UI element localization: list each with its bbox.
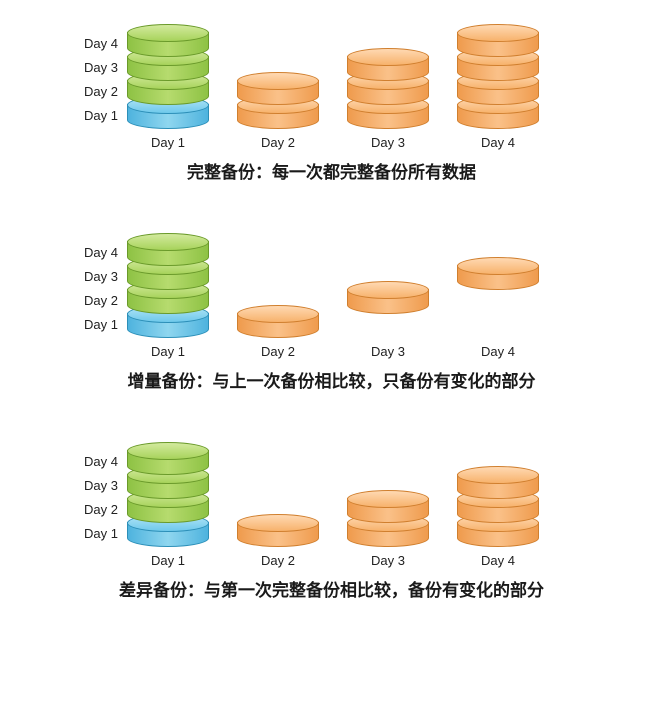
disc-blue [127, 313, 209, 337]
disc-orange [237, 104, 319, 128]
disc-orange [457, 56, 539, 80]
disc-orange [457, 522, 539, 546]
x-label: Day 4 [450, 553, 546, 568]
section-full: Day 4Day 3Day 2Day 1Day 1Day 2Day 3Day 4… [20, 10, 643, 183]
caption-incremental: 增量备份：与上一次备份相比较，只备份有变化的部分 [20, 367, 643, 392]
disc-orange [457, 32, 539, 56]
disc-orange [457, 104, 539, 128]
disc-orange [457, 80, 539, 104]
side-label: Day 2 [74, 80, 118, 104]
side-label: Day 3 [74, 56, 118, 80]
stack [127, 32, 209, 128]
x-label: Day 1 [120, 135, 216, 150]
x-label: Day 4 [450, 344, 546, 359]
diagram-incremental: Day 4Day 3Day 2Day 1Day 1Day 2Day 3Day 4 [120, 219, 643, 359]
disc-green [127, 474, 209, 498]
backup-diagram-root: Day 4Day 3Day 2Day 1Day 1Day 2Day 3Day 4… [20, 10, 643, 601]
disc-orange [347, 104, 429, 128]
disc-green [127, 56, 209, 80]
section-differential: Day 4Day 3Day 2Day 1Day 1Day 2Day 3Day 4… [20, 428, 643, 601]
disc-blue [127, 104, 209, 128]
side-label: Day 2 [74, 289, 118, 313]
side-label: Day 1 [74, 522, 118, 546]
disc-green [127, 241, 209, 265]
side-label: Day 1 [74, 313, 118, 337]
x-label: Day 1 [120, 553, 216, 568]
stack [237, 522, 319, 546]
x-label: Day 1 [120, 344, 216, 359]
stack [457, 32, 539, 128]
x-label: Day 2 [230, 553, 326, 568]
side-label: Day 4 [74, 32, 118, 56]
stack [347, 56, 429, 128]
side-label: Day 1 [74, 104, 118, 128]
disc-orange [457, 265, 539, 289]
stack [127, 241, 209, 337]
stack [237, 313, 319, 337]
x-label: Day 2 [230, 344, 326, 359]
x-label: Day 3 [340, 344, 436, 359]
disc-green [127, 32, 209, 56]
side-label: Day 4 [74, 450, 118, 474]
caption-differential: 差异备份：与第一次完整备份相比较，备份有变化的部分 [20, 576, 643, 601]
x-label: Day 4 [450, 135, 546, 150]
disc-orange [347, 56, 429, 80]
side-labels: Day 4Day 3Day 2Day 1 [74, 32, 118, 128]
x-label: Day 2 [230, 135, 326, 150]
section-incremental: Day 4Day 3Day 2Day 1Day 1Day 2Day 3Day 4… [20, 219, 643, 392]
stack [457, 265, 539, 289]
side-label: Day 4 [74, 241, 118, 265]
side-label: Day 2 [74, 498, 118, 522]
disc-orange [237, 522, 319, 546]
disc-orange [347, 80, 429, 104]
side-label: Day 3 [74, 265, 118, 289]
stack [347, 289, 429, 313]
disc-blue [127, 522, 209, 546]
x-label: Day 3 [340, 553, 436, 568]
disc-orange [457, 498, 539, 522]
disc-orange [347, 498, 429, 522]
disc-green [127, 265, 209, 289]
stack [127, 450, 209, 546]
disc-green [127, 80, 209, 104]
stack [237, 80, 319, 128]
disc-orange [237, 313, 319, 337]
disc-green [127, 450, 209, 474]
disc-green [127, 289, 209, 313]
stack [457, 474, 539, 546]
stack [347, 498, 429, 546]
disc-orange [237, 80, 319, 104]
disc-orange [347, 289, 429, 313]
side-labels: Day 4Day 3Day 2Day 1 [74, 450, 118, 546]
diagram-differential: Day 4Day 3Day 2Day 1Day 1Day 2Day 3Day 4 [120, 428, 643, 568]
disc-green [127, 498, 209, 522]
side-labels: Day 4Day 3Day 2Day 1 [74, 241, 118, 337]
x-label: Day 3 [340, 135, 436, 150]
disc-orange [347, 522, 429, 546]
diagram-full: Day 4Day 3Day 2Day 1Day 1Day 2Day 3Day 4 [120, 10, 643, 150]
disc-orange [457, 474, 539, 498]
side-label: Day 3 [74, 474, 118, 498]
caption-full: 完整备份：每一次都完整备份所有数据 [20, 158, 643, 183]
